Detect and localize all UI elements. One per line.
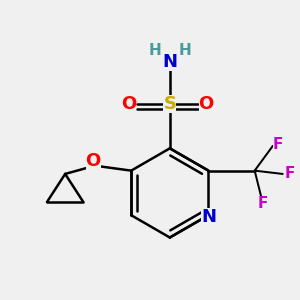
Text: N: N: [201, 208, 216, 226]
Text: F: F: [284, 167, 295, 182]
Text: F: F: [273, 137, 283, 152]
Text: S: S: [163, 95, 176, 113]
Text: O: O: [121, 95, 136, 113]
Text: O: O: [85, 152, 101, 170]
Text: O: O: [199, 95, 214, 113]
Text: N: N: [162, 53, 177, 71]
Text: H: H: [148, 44, 161, 59]
Text: F: F: [258, 196, 268, 211]
Text: H: H: [178, 44, 191, 59]
